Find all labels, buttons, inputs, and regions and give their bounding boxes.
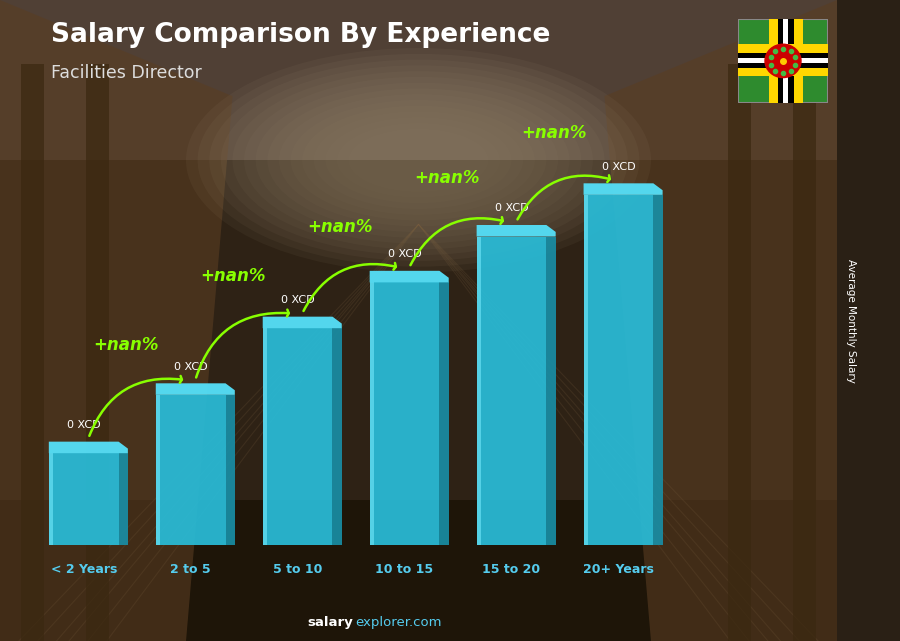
Polygon shape: [0, 0, 232, 641]
Text: +nan%: +nan%: [307, 217, 373, 235]
Bar: [783, 19, 788, 103]
Bar: [788, 19, 794, 103]
Text: 10 to 15: 10 to 15: [375, 563, 434, 576]
Polygon shape: [49, 442, 128, 453]
Bar: [738, 58, 828, 63]
Text: +nan%: +nan%: [521, 124, 587, 142]
Bar: [370, 282, 374, 545]
Text: +nan%: +nan%: [200, 267, 266, 285]
Bar: [0, 500, 837, 641]
Bar: [793, 64, 815, 641]
Bar: [263, 328, 267, 545]
Bar: [738, 44, 828, 53]
Text: 0 XCD: 0 XCD: [388, 249, 421, 259]
Text: explorer.com: explorer.com: [356, 617, 442, 629]
Text: 15 to 20: 15 to 20: [482, 563, 541, 576]
Bar: [119, 453, 128, 545]
Bar: [728, 64, 751, 641]
Bar: [226, 395, 235, 545]
Text: 5 to 10: 5 to 10: [273, 563, 322, 576]
Polygon shape: [477, 225, 555, 237]
FancyBboxPatch shape: [370, 282, 439, 545]
Ellipse shape: [186, 48, 651, 272]
Text: 0 XCD: 0 XCD: [495, 203, 528, 213]
Bar: [22, 64, 44, 641]
Bar: [778, 19, 783, 103]
Bar: [86, 64, 109, 641]
FancyBboxPatch shape: [583, 195, 653, 545]
Ellipse shape: [198, 54, 639, 267]
Bar: [156, 395, 160, 545]
Text: 20+ Years: 20+ Years: [583, 563, 654, 576]
Bar: [477, 237, 481, 545]
Polygon shape: [583, 183, 662, 195]
Bar: [332, 328, 342, 545]
Bar: [738, 53, 828, 58]
Ellipse shape: [220, 65, 616, 255]
Text: +nan%: +nan%: [94, 337, 158, 354]
Text: salary: salary: [308, 617, 354, 629]
Polygon shape: [263, 317, 342, 328]
Text: 0 XCD: 0 XCD: [67, 420, 101, 430]
Bar: [546, 237, 555, 545]
Ellipse shape: [209, 60, 628, 261]
Polygon shape: [605, 0, 837, 641]
Bar: [738, 63, 828, 67]
Polygon shape: [156, 383, 235, 395]
Text: 0 XCD: 0 XCD: [601, 162, 635, 172]
Text: +nan%: +nan%: [414, 169, 480, 187]
Text: Facilities Director: Facilities Director: [51, 64, 202, 82]
Bar: [0, 0, 837, 160]
Polygon shape: [370, 271, 449, 282]
Text: Average Monthly Salary: Average Monthly Salary: [845, 258, 856, 383]
Text: < 2 Years: < 2 Years: [50, 563, 117, 576]
Bar: [794, 19, 803, 103]
Text: 0 XCD: 0 XCD: [281, 295, 314, 305]
Bar: [583, 195, 588, 545]
Bar: [769, 19, 778, 103]
FancyBboxPatch shape: [263, 328, 332, 545]
Text: 2 to 5: 2 to 5: [170, 563, 211, 576]
Bar: [439, 282, 449, 545]
Bar: [738, 67, 828, 76]
Text: Salary Comparison By Experience: Salary Comparison By Experience: [51, 22, 551, 49]
Text: 0 XCD: 0 XCD: [174, 362, 208, 372]
FancyBboxPatch shape: [477, 237, 546, 545]
Bar: [49, 453, 53, 545]
FancyBboxPatch shape: [156, 395, 226, 545]
Bar: [653, 195, 662, 545]
Circle shape: [765, 44, 801, 78]
FancyBboxPatch shape: [49, 453, 119, 545]
